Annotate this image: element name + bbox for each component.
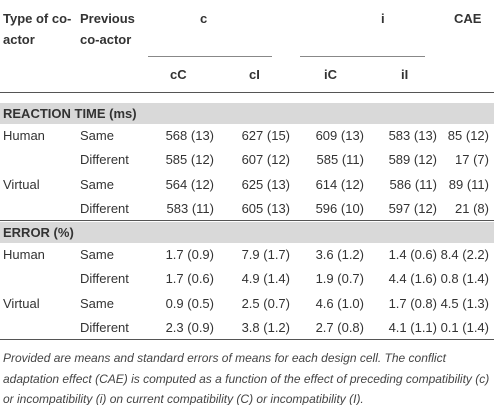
cell: 614 (12) bbox=[315, 176, 364, 192]
cell: 609 (13) bbox=[315, 128, 364, 143]
header-group: i bbox=[381, 11, 385, 26]
row-type: Virtual bbox=[3, 295, 40, 311]
cell: 4.4 (1.6) bbox=[388, 271, 437, 287]
cell: 583 (13) bbox=[388, 128, 437, 143]
row-type: Virtual bbox=[3, 176, 40, 192]
cell: 2.7 (0.8) bbox=[315, 319, 364, 335]
header-previous: Previous co-actor bbox=[80, 11, 135, 47]
cell: 607 (12) bbox=[241, 152, 290, 168]
cell: 627 (15) bbox=[241, 128, 290, 143]
cell: 4.6 (1.0) bbox=[315, 295, 364, 311]
cell: 8.4 (2.2) bbox=[440, 247, 489, 262]
section-band bbox=[0, 103, 494, 124]
row-previous: Same bbox=[80, 176, 114, 192]
cell: 586 (11) bbox=[389, 176, 437, 192]
section-band bbox=[0, 222, 494, 243]
cell: 605 (13) bbox=[241, 200, 290, 216]
cell: 89 (11) bbox=[448, 176, 489, 192]
cell: 1.7 (0.8) bbox=[388, 295, 437, 311]
subheader: iC bbox=[324, 67, 337, 82]
cell: 596 (10) bbox=[315, 200, 364, 216]
cell: 585 (12) bbox=[165, 152, 214, 168]
cell: 17 (7) bbox=[455, 152, 489, 168]
subheader: iI bbox=[401, 67, 409, 82]
row-previous: Same bbox=[80, 295, 114, 311]
cell: 85 (12) bbox=[447, 128, 489, 143]
cell: 7.9 (1.7) bbox=[241, 247, 290, 262]
cell: 568 (13) bbox=[165, 128, 214, 143]
group-rule bbox=[148, 56, 272, 57]
cell: 0.9 (0.5) bbox=[165, 295, 214, 311]
footnote: Provided are means and standard errors o… bbox=[3, 351, 490, 405]
cell: 1.7 (0.9) bbox=[165, 247, 214, 262]
cell: 21 (8) bbox=[455, 200, 489, 216]
row-previous: Different bbox=[80, 271, 129, 287]
header-rule bbox=[0, 92, 494, 93]
header-group: CAE bbox=[454, 11, 482, 26]
cell: 0.8 (1.4) bbox=[440, 271, 489, 287]
section-rule bbox=[0, 339, 494, 340]
header-group: c bbox=[200, 11, 208, 26]
cell: 4.1 (1.1) bbox=[388, 319, 437, 335]
cell: 0.1 (1.4) bbox=[440, 319, 489, 335]
cell: 585 (11) bbox=[316, 152, 364, 168]
cell: 2.5 (0.7) bbox=[241, 295, 290, 311]
row-previous: Different bbox=[80, 200, 129, 216]
cell: 1.4 (0.6) bbox=[388, 247, 437, 262]
section-title: ERROR (%) bbox=[3, 225, 74, 240]
cell: 597 (12) bbox=[388, 200, 437, 216]
subheader: cI bbox=[249, 67, 260, 82]
cell: 1.9 (0.7) bbox=[315, 271, 364, 287]
header-type: Type of co-actor bbox=[3, 11, 72, 47]
cell: 583 (11) bbox=[166, 200, 214, 216]
row-type: Human bbox=[3, 128, 45, 143]
cell: 589 (12) bbox=[388, 152, 437, 168]
cell: 3.6 (1.2) bbox=[315, 247, 364, 262]
group-rule bbox=[300, 56, 425, 57]
subheader: cC bbox=[170, 67, 187, 82]
row-type: Human bbox=[3, 247, 45, 262]
cell: 625 (13) bbox=[241, 176, 290, 192]
row-previous: Same bbox=[80, 128, 114, 143]
section-title: REACTION TIME (ms) bbox=[3, 106, 137, 121]
cell: 564 (12) bbox=[165, 176, 214, 192]
section-rule bbox=[0, 220, 494, 221]
cell: 4.9 (1.4) bbox=[241, 271, 290, 287]
row-previous: Different bbox=[80, 152, 129, 168]
cell: 3.8 (1.2) bbox=[241, 319, 290, 335]
cell: 1.7 (0.6) bbox=[165, 271, 214, 287]
row-previous: Same bbox=[80, 247, 114, 262]
row-previous: Different bbox=[80, 319, 129, 335]
cell: 4.5 (1.3) bbox=[440, 295, 489, 311]
cell: 2.3 (0.9) bbox=[165, 319, 214, 335]
